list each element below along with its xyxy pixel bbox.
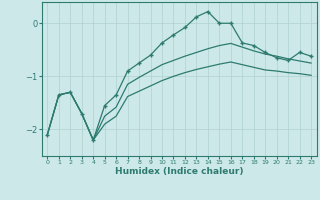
X-axis label: Humidex (Indice chaleur): Humidex (Indice chaleur) [115,167,244,176]
